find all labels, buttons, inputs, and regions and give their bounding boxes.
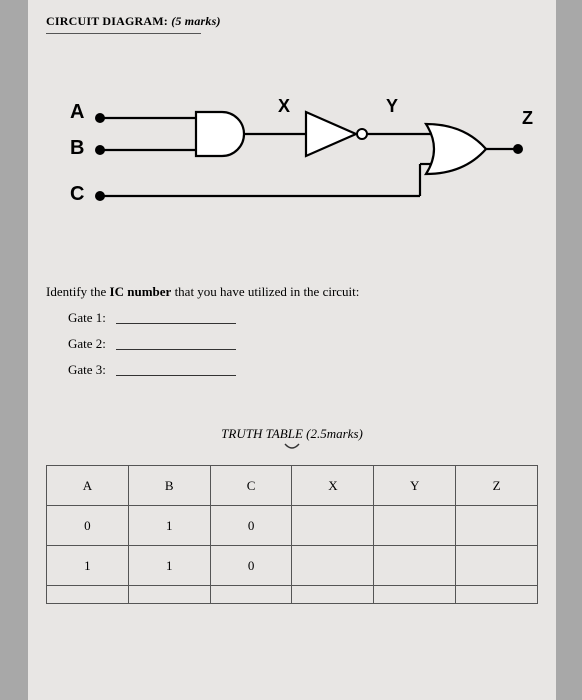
gate-2-label: Gate 2: xyxy=(68,336,116,352)
title-underline xyxy=(46,33,201,34)
col-Y: Y xyxy=(374,466,456,506)
instr-suffix: that you have utilized in the circuit: xyxy=(171,284,359,299)
gate-1-blank xyxy=(116,323,236,324)
gate-blank-lines: Gate 1: Gate 2: Gate 3: xyxy=(68,310,538,378)
gate-line-3: Gate 3: xyxy=(68,362,538,378)
table-row: 1 1 0 xyxy=(47,546,538,586)
cell xyxy=(210,586,292,604)
gate-line-1: Gate 1: xyxy=(68,310,538,326)
truth-caret xyxy=(46,439,538,457)
worksheet-page: CIRCUIT DIAGRAM: (5 marks) A B C X Y xyxy=(28,0,556,700)
label-B: B xyxy=(70,137,84,159)
gate-3-label: Gate 3: xyxy=(68,362,116,378)
cell: 0 xyxy=(210,506,292,546)
cell: 1 xyxy=(128,506,210,546)
table-row: 0 1 0 xyxy=(47,506,538,546)
col-B: B xyxy=(128,466,210,506)
caret-icon xyxy=(283,442,301,452)
col-A: A xyxy=(47,466,129,506)
gate-1-label: Gate 1: xyxy=(68,310,116,326)
not-gate xyxy=(306,112,356,156)
section-title: CIRCUIT DIAGRAM: (5 marks) xyxy=(46,14,538,29)
cell xyxy=(456,506,538,546)
gate-line-2: Gate 2: xyxy=(68,336,538,352)
circuit-svg: A B C X Y xyxy=(46,94,536,254)
cell xyxy=(292,506,374,546)
cell: 0 xyxy=(47,506,129,546)
cell xyxy=(456,546,538,586)
label-Y: Y xyxy=(386,96,398,116)
title-marks: (5 marks) xyxy=(171,14,220,28)
label-C: C xyxy=(70,183,84,205)
instruction-text: Identify the IC number that you have uti… xyxy=(46,284,538,300)
cell xyxy=(292,586,374,604)
cell xyxy=(374,506,456,546)
title-prefix: CIRCUIT DIAGRAM: xyxy=(46,14,168,28)
cell xyxy=(292,546,374,586)
col-C: C xyxy=(210,466,292,506)
cell xyxy=(47,586,129,604)
cell: 0 xyxy=(210,546,292,586)
col-X: X xyxy=(292,466,374,506)
or-gate xyxy=(426,124,486,174)
instr-prefix: Identify the xyxy=(46,284,110,299)
truth-table: A B C X Y Z 0 1 0 1 1 0 xyxy=(46,465,538,604)
gate-3-blank xyxy=(116,375,236,376)
not-bubble xyxy=(357,129,367,139)
gate-2-blank xyxy=(116,349,236,350)
cell xyxy=(456,586,538,604)
cell: 1 xyxy=(47,546,129,586)
circuit-diagram: A B C X Y xyxy=(46,94,536,254)
col-Z: Z xyxy=(456,466,538,506)
table-row-partial xyxy=(47,586,538,604)
table-header-row: A B C X Y Z xyxy=(47,466,538,506)
truth-title-marks: (2.5marks) xyxy=(306,426,363,441)
and-gate xyxy=(196,112,244,156)
label-A: A xyxy=(70,101,84,123)
cell xyxy=(128,586,210,604)
dot-Z xyxy=(513,144,523,154)
label-X: X xyxy=(278,96,290,116)
cell xyxy=(374,546,456,586)
instr-bold: IC number xyxy=(110,284,172,299)
cell: 1 xyxy=(128,546,210,586)
cell xyxy=(374,586,456,604)
label-Z: Z xyxy=(522,108,533,128)
